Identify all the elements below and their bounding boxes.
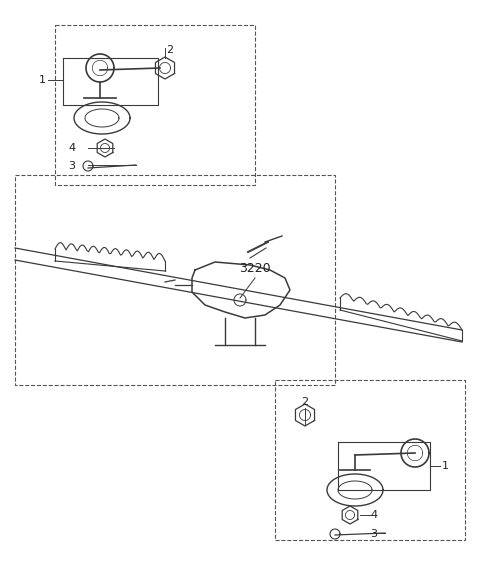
Text: 1: 1 (38, 75, 46, 85)
Text: 4: 4 (370, 510, 377, 520)
Text: 3: 3 (69, 161, 75, 171)
Text: 2: 2 (301, 397, 309, 407)
Text: 2: 2 (167, 45, 174, 55)
Text: 3: 3 (370, 529, 377, 539)
Text: 4: 4 (69, 143, 75, 153)
Text: 3220: 3220 (239, 262, 271, 275)
Text: 1: 1 (442, 461, 449, 471)
